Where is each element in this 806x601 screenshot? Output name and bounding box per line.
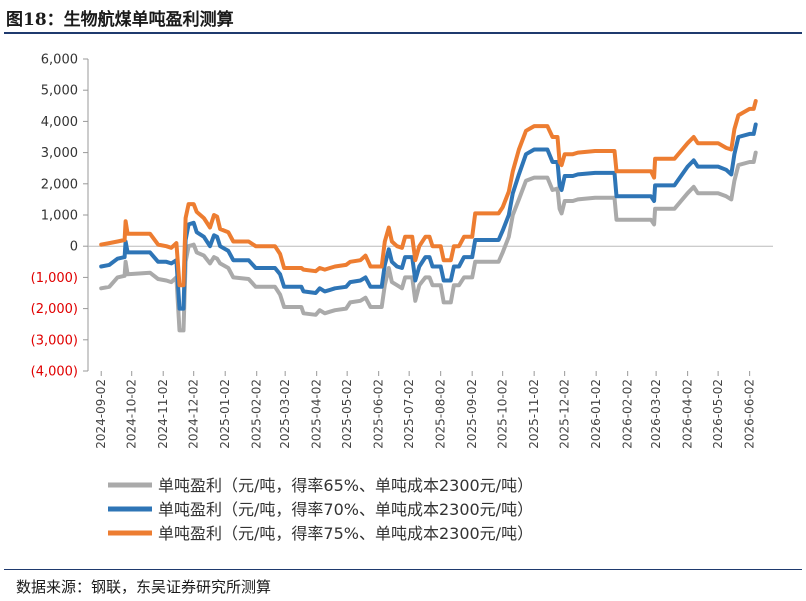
x-tick-label: 2024-12-02 (187, 379, 201, 449)
x-tick-label: 2026-04-02 (681, 379, 695, 449)
x-tick-label: 2026-05-02 (711, 379, 725, 449)
top-rule (4, 32, 802, 34)
x-tick-label: 2025-09-02 (465, 379, 479, 449)
series-layer (99, 99, 758, 333)
y-tick-label: (1,000) (31, 271, 78, 286)
y-tick-label: (3,000) (31, 333, 78, 348)
y-tick-label: 5,000 (41, 84, 78, 99)
x-tick-label: 2026-06-02 (743, 379, 757, 449)
x-tick-label: 2025-07-02 (402, 379, 416, 449)
x-tick-label: 2024-09-02 (94, 379, 108, 449)
figure-title: 图18：生物航煤单吨盈利测算 (6, 10, 234, 30)
y-tick-label: (4,000) (31, 365, 78, 380)
x-tick-label: 2026-01-02 (589, 379, 603, 449)
series-line-2 (99, 99, 758, 288)
x-tick-label: 2025-06-02 (372, 379, 386, 449)
x-tick-label: 2025-02-02 (250, 379, 264, 449)
y-tick-label: 4,000 (41, 115, 78, 130)
x-tick-label: 2025-11-02 (527, 379, 541, 449)
y-tick-label: 2,000 (41, 177, 78, 192)
x-tick-label: 2025-03-02 (278, 379, 292, 449)
chart-axes: 6,000 5,000 4,000 3,000 2,000 1,000 0 (1,000) (2… (31, 53, 773, 449)
x-tick-label: 2024-10-02 (125, 379, 139, 449)
y-tick-label: 3,000 (41, 146, 78, 161)
bottom-rule (4, 569, 802, 570)
y-tick-label: 1,000 (41, 209, 78, 224)
y-tick-label: (2,000) (31, 302, 78, 317)
x-tick-label: 2025-12-02 (558, 379, 572, 449)
x-tick-label: 2024-11-02 (156, 379, 170, 449)
legend-label-1: 单吨盈利（元/吨，得率70%、单吨成本2300元/吨） (158, 500, 533, 519)
legend-label-2: 单吨盈利（元/吨，得率75%、单吨成本2300元/吨） (158, 524, 533, 543)
series-line-0 (99, 150, 758, 333)
x-tick-label: 2025-01-02 (218, 379, 232, 449)
x-tick-label: 2025-10-02 (496, 379, 510, 449)
x-tick-label: 2025-05-02 (340, 379, 354, 449)
x-tick-label: 2025-04-02 (310, 379, 324, 449)
chart-legend: 单吨盈利（元/吨，得率65%、单吨成本2300元/吨） 单吨盈利（元/吨，得率70… (108, 476, 533, 543)
x-tick-label: 2025-08-02 (434, 379, 448, 449)
series-line-1 (99, 122, 758, 311)
x-tick-label: 2026-03-02 (649, 379, 663, 449)
legend-label-0: 单吨盈利（元/吨，得率65%、单吨成本2300元/吨） (158, 476, 533, 495)
x-tick-label: 2026-02-02 (621, 379, 635, 449)
y-tick-label: 6,000 (41, 53, 78, 68)
y-tick-label: 0 (70, 240, 78, 255)
data-source-note: 数据来源：钢联，东吴证券研究所测算 (16, 578, 272, 596)
